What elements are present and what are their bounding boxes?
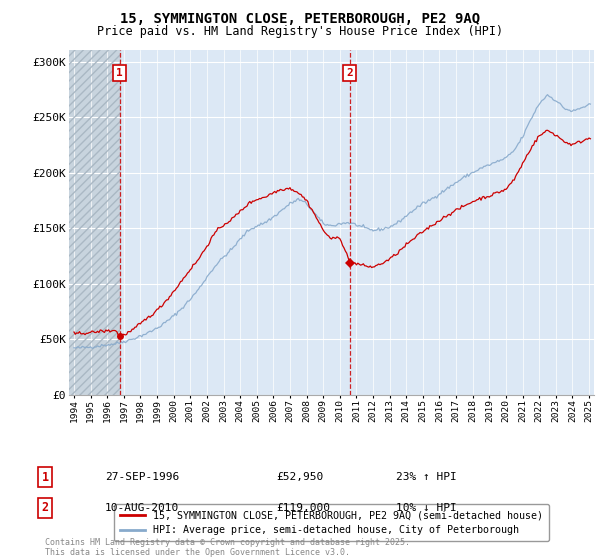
Text: £119,000: £119,000	[276, 503, 330, 513]
Text: 1: 1	[41, 470, 49, 484]
Text: Price paid vs. HM Land Registry's House Price Index (HPI): Price paid vs. HM Land Registry's House …	[97, 25, 503, 38]
Text: 2: 2	[347, 68, 353, 78]
Text: 15, SYMMINGTON CLOSE, PETERBOROUGH, PE2 9AQ: 15, SYMMINGTON CLOSE, PETERBOROUGH, PE2 …	[120, 12, 480, 26]
Text: 10-AUG-2010: 10-AUG-2010	[105, 503, 179, 513]
Legend: 15, SYMMINGTON CLOSE, PETERBOROUGH, PE2 9AQ (semi-detached house), HPI: Average : 15, SYMMINGTON CLOSE, PETERBOROUGH, PE2 …	[114, 505, 549, 542]
Text: 1: 1	[116, 68, 123, 78]
Bar	[69, 50, 119, 395]
Text: Contains HM Land Registry data © Crown copyright and database right 2025.
This d: Contains HM Land Registry data © Crown c…	[45, 538, 410, 557]
Text: 2: 2	[41, 501, 49, 515]
Bar	[69, 50, 119, 395]
Text: 27-SEP-1996: 27-SEP-1996	[105, 472, 179, 482]
Text: £52,950: £52,950	[276, 472, 323, 482]
Text: 23% ↑ HPI: 23% ↑ HPI	[396, 472, 457, 482]
Text: 10% ↓ HPI: 10% ↓ HPI	[396, 503, 457, 513]
